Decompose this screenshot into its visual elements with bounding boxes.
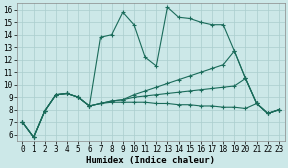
X-axis label: Humidex (Indice chaleur): Humidex (Indice chaleur) <box>86 156 215 164</box>
